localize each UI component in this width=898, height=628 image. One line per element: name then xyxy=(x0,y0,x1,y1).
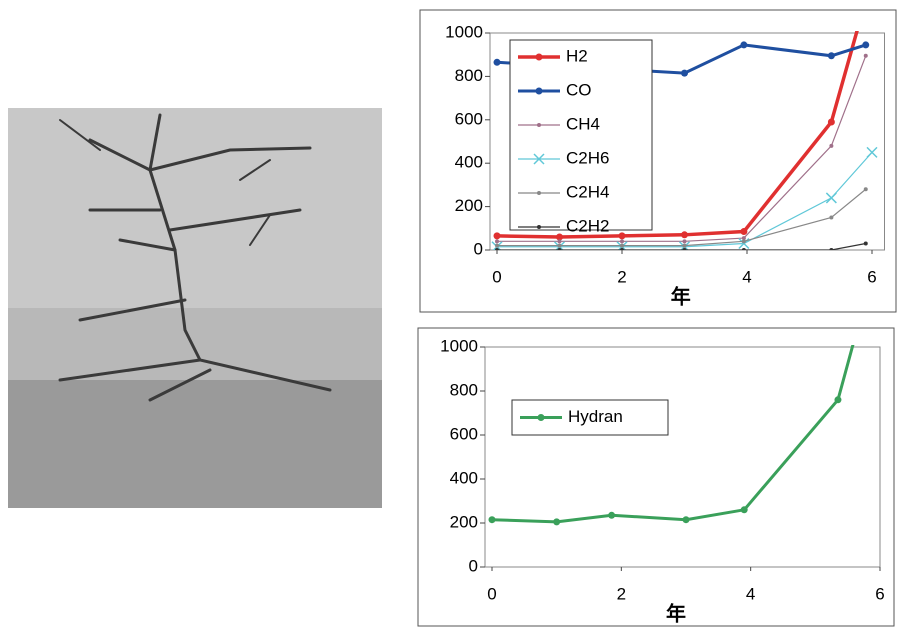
marker xyxy=(864,187,868,191)
x-tick-label: 6 xyxy=(867,267,876,286)
marker xyxy=(851,337,858,344)
marker xyxy=(553,518,560,525)
marker xyxy=(829,248,833,252)
y-tick-label: 0 xyxy=(474,239,483,258)
marker xyxy=(864,54,868,58)
legend-label: C2H4 xyxy=(566,182,609,201)
marker xyxy=(494,232,501,239)
marker xyxy=(742,239,746,243)
marker xyxy=(683,239,687,243)
x-tick-label: 4 xyxy=(742,267,751,286)
page: 020040060080010000246年H2COCH4C2H6C2H4C2H… xyxy=(0,0,898,628)
x-tick-label: 6 xyxy=(875,584,884,603)
marker xyxy=(742,248,746,252)
legend-label: C2H2 xyxy=(566,216,609,235)
legend-label: CO xyxy=(566,80,592,99)
marker xyxy=(740,228,747,235)
marker xyxy=(681,231,688,238)
legend-marker xyxy=(536,54,543,61)
marker xyxy=(828,52,835,59)
x-tick-label: 0 xyxy=(492,267,501,286)
legend-marker xyxy=(538,414,545,421)
legend-marker xyxy=(536,88,543,95)
legend-marker xyxy=(537,191,541,195)
marker xyxy=(619,232,626,239)
x-tick-label: 4 xyxy=(746,584,755,603)
y-tick-label: 800 xyxy=(450,380,478,399)
marker xyxy=(558,244,562,248)
marker xyxy=(681,70,688,77)
marker xyxy=(829,215,833,219)
marker xyxy=(620,244,624,248)
x-tick-label: 2 xyxy=(617,267,626,286)
legend-marker xyxy=(537,225,541,229)
marker xyxy=(558,239,562,243)
x-axis-label: 年 xyxy=(666,601,686,625)
marker xyxy=(494,59,501,66)
legend-marker xyxy=(537,123,541,127)
y-tick-label: 400 xyxy=(455,153,483,172)
marker xyxy=(741,506,748,513)
y-tick-label: 600 xyxy=(455,109,483,128)
legend-label: CH4 xyxy=(566,114,600,133)
marker xyxy=(829,144,833,148)
marker xyxy=(834,396,841,403)
marker xyxy=(862,41,869,48)
photo xyxy=(8,108,382,508)
marker xyxy=(608,512,615,519)
y-tick-label: 400 xyxy=(450,468,478,487)
marker xyxy=(828,118,835,125)
y-tick-label: 800 xyxy=(455,66,483,85)
marker xyxy=(864,241,868,245)
marker xyxy=(620,239,624,243)
y-tick-label: 600 xyxy=(450,424,478,443)
y-tick-label: 1000 xyxy=(445,22,483,41)
legend-label: H2 xyxy=(566,46,588,65)
x-axis-label: 年 xyxy=(671,284,691,308)
marker xyxy=(683,248,687,252)
y-tick-label: 200 xyxy=(450,512,478,531)
marker xyxy=(495,239,499,243)
legend-box xyxy=(510,40,652,230)
marker xyxy=(683,516,690,523)
x-tick-label: 0 xyxy=(487,584,496,603)
y-tick-label: 0 xyxy=(469,556,478,575)
x-tick-label: 2 xyxy=(617,584,626,603)
legend-label: C2H6 xyxy=(566,148,609,167)
marker xyxy=(489,516,496,523)
y-tick-label: 1000 xyxy=(440,336,478,355)
legend-label: Hydran xyxy=(568,407,623,426)
marker xyxy=(740,41,747,48)
marker xyxy=(495,244,499,248)
marker xyxy=(856,19,863,26)
marker xyxy=(683,244,687,248)
plot-area xyxy=(485,347,880,567)
marker xyxy=(558,248,562,252)
y-tick-label: 200 xyxy=(455,196,483,215)
figure: 020040060080010000246年H2COCH4C2H6C2H4C2H… xyxy=(0,0,898,628)
